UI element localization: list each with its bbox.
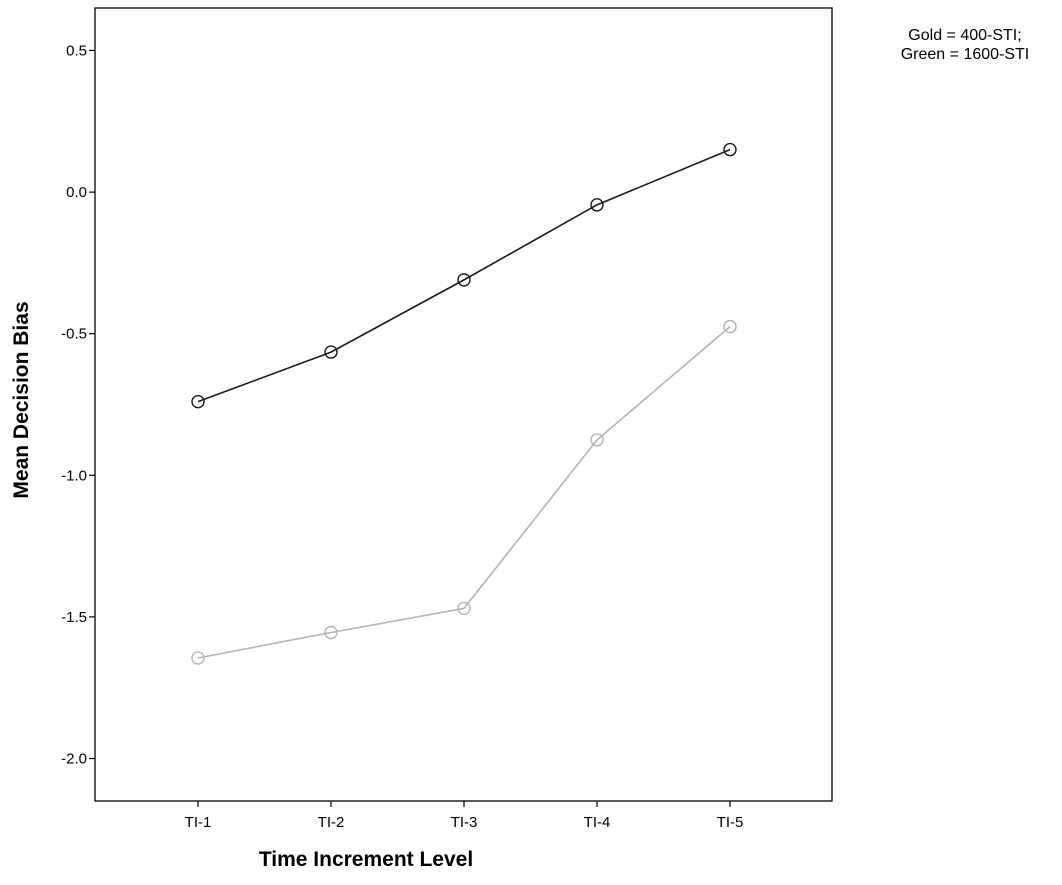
y-tick-label: 0.0 (66, 184, 87, 201)
x-tick-label: TI-1 (185, 814, 212, 831)
data-point (457, 273, 471, 287)
y-axis: 0.5 0.0 -0.5 -1.0 -1.5 -2.0 (61, 42, 95, 768)
y-axis-title: Mean Decision Bias (10, 301, 33, 498)
y-tick-label: -1.0 (61, 467, 87, 484)
x-tick-label: TI-2 (318, 814, 345, 831)
series-1 (191, 142, 737, 409)
x-axis: TI-1 TI-2 TI-3 TI-4 TI-5 (185, 801, 744, 831)
x-tick-label: TI-3 (451, 814, 478, 831)
y-tick-label: -0.5 (61, 326, 87, 343)
data-point (590, 433, 604, 447)
x-tick-label: TI-4 (584, 814, 611, 831)
series-2 (191, 319, 737, 665)
legend-note-line-2: Green = 1600-STI (901, 46, 1030, 63)
legend-note-line-1: Gold = 400-STI; (908, 27, 1021, 44)
data-point (324, 345, 338, 359)
data-point (723, 142, 737, 157)
data-point (723, 319, 737, 334)
data-point (191, 651, 205, 665)
x-tick-label: TI-5 (717, 814, 744, 831)
data-point (590, 198, 604, 212)
y-tick-label: -2.0 (61, 751, 87, 768)
series-line (197, 148, 731, 403)
data-point (324, 625, 338, 640)
plot-frame (94, 7, 833, 802)
data-point (457, 601, 471, 616)
data-point (191, 394, 205, 409)
y-tick-label: 0.5 (66, 42, 87, 59)
x-axis-title: Time Increment Level (259, 848, 473, 871)
y-tick-label: -1.5 (61, 609, 87, 626)
series-line (197, 326, 731, 659)
series-layer (191, 142, 737, 665)
